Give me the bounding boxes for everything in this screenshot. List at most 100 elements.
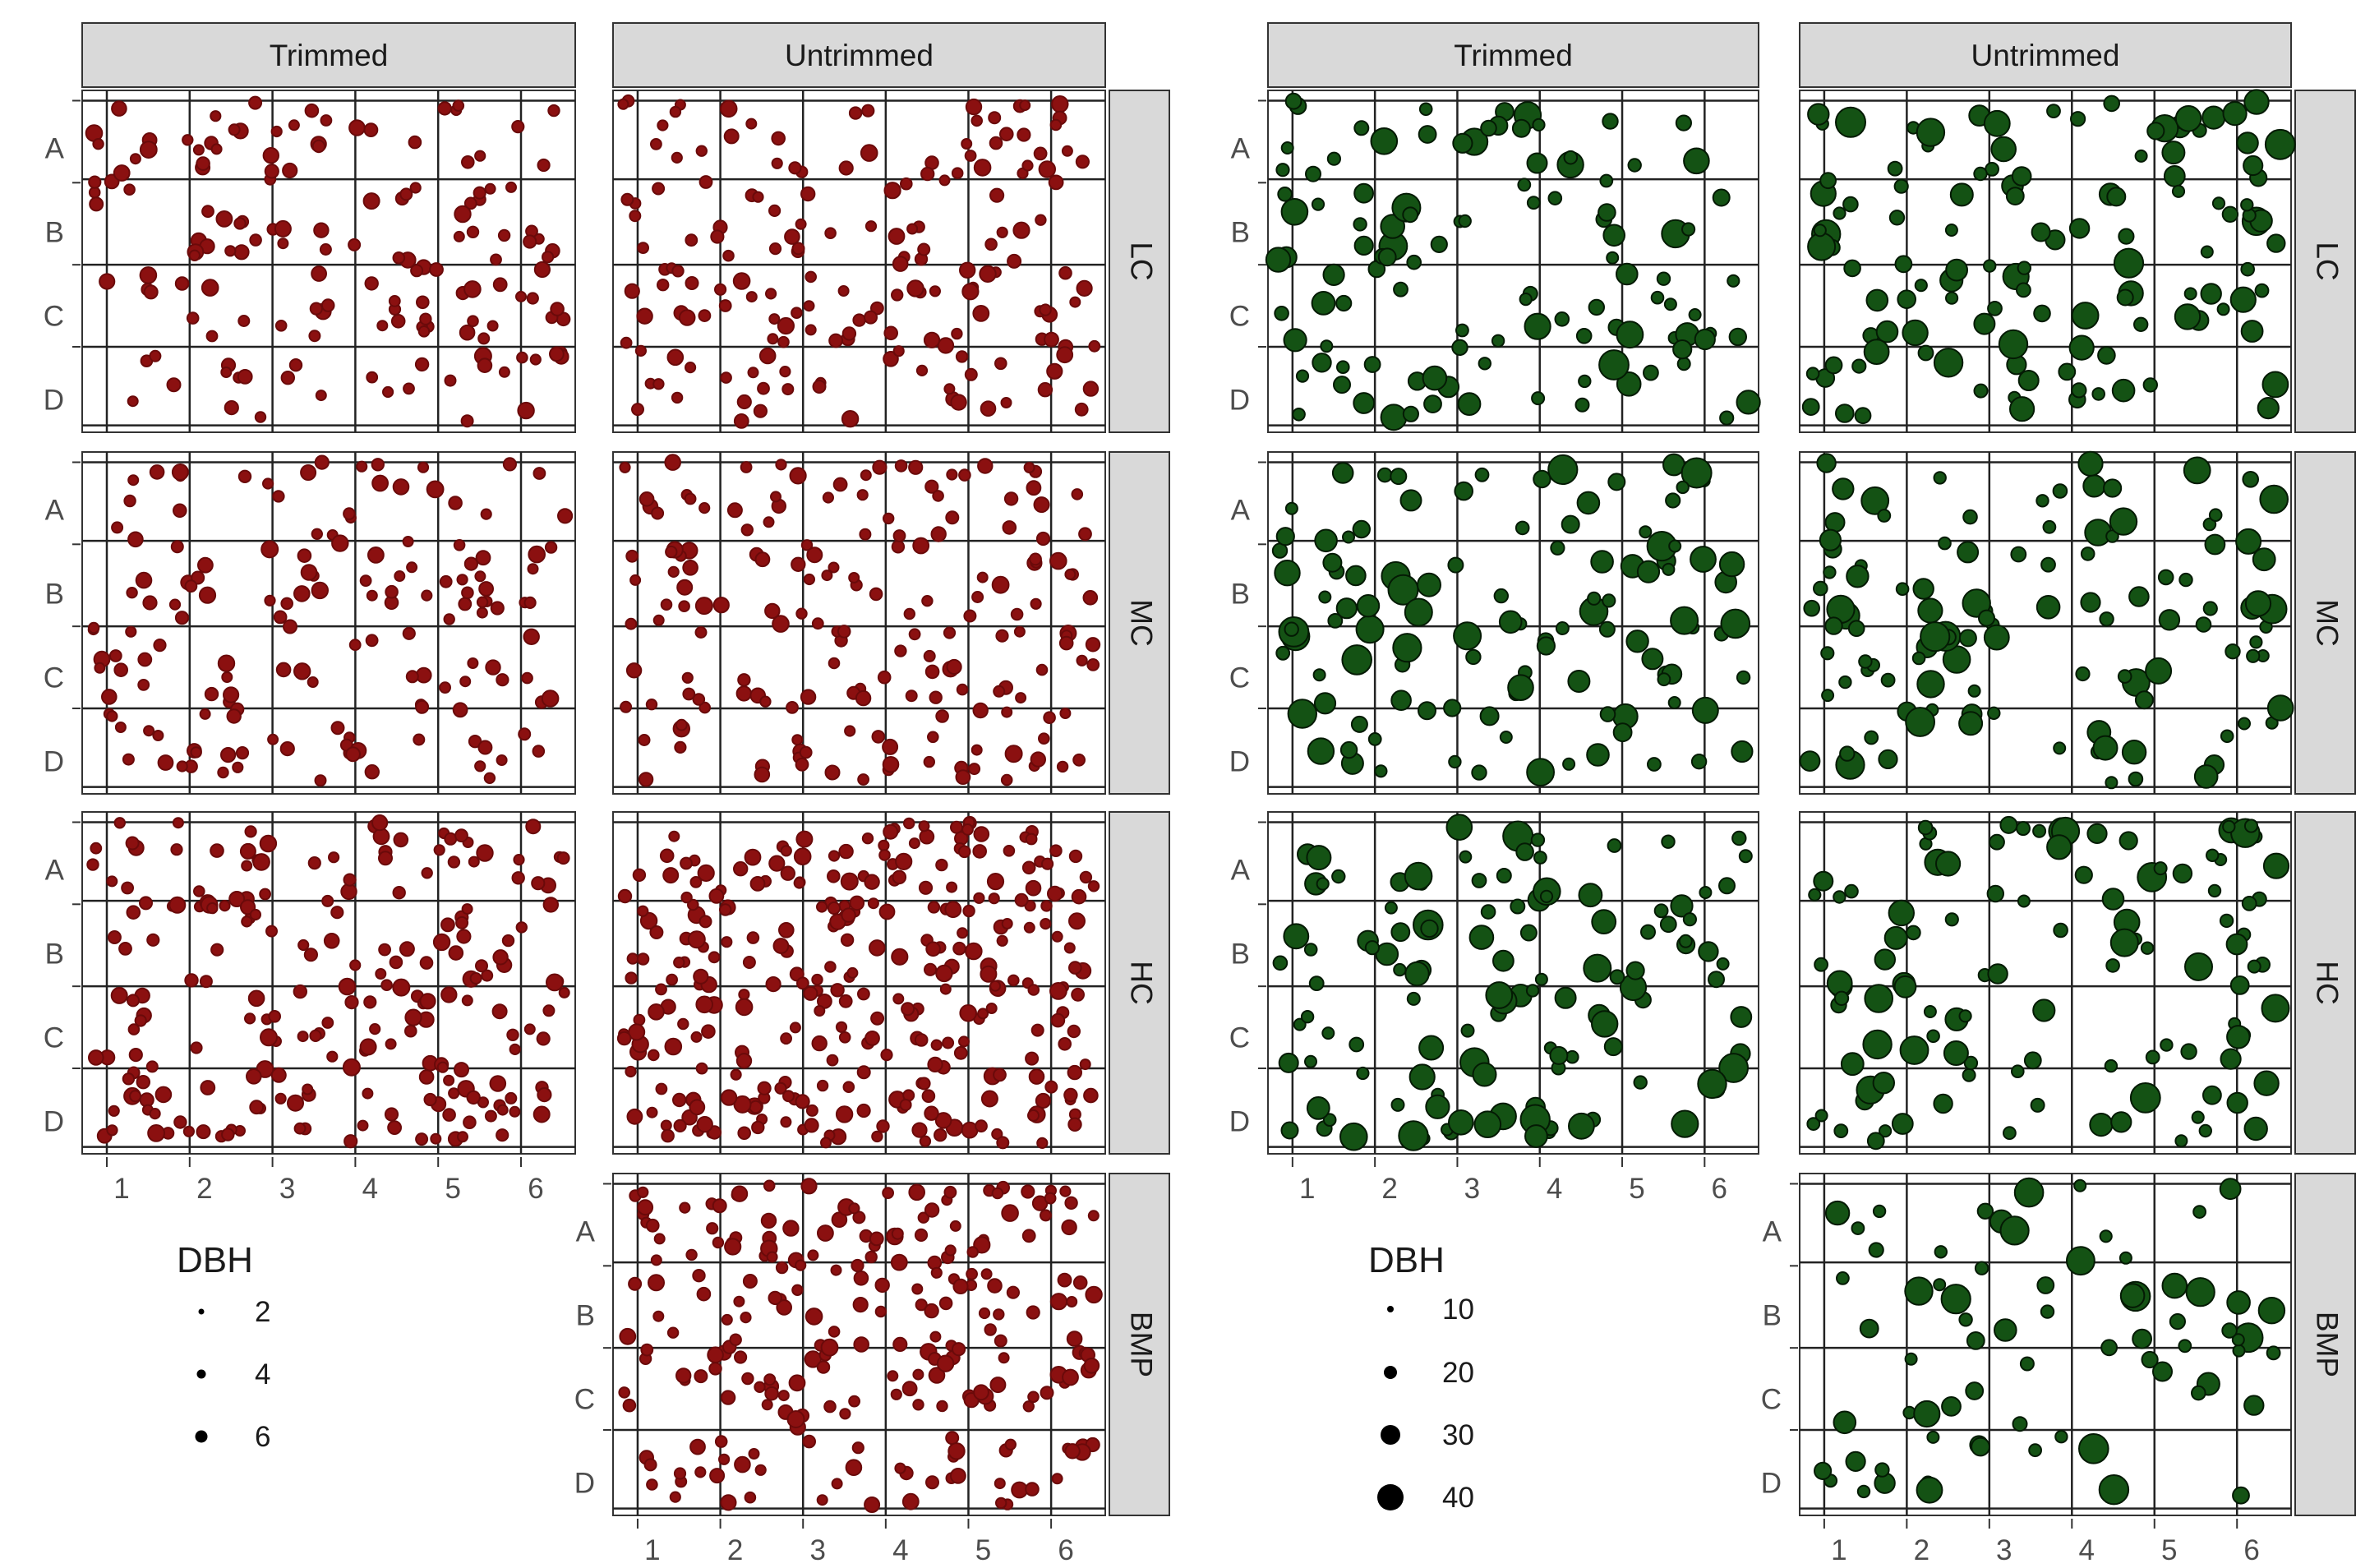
data-point <box>106 710 118 722</box>
data-point <box>1616 321 1644 349</box>
data-point <box>1832 477 1855 500</box>
data-point <box>1616 371 1642 397</box>
data-point <box>390 314 406 329</box>
data-point <box>927 901 941 914</box>
data-point <box>929 1330 942 1343</box>
data-point <box>1399 489 1422 512</box>
data-point <box>835 1105 854 1123</box>
data-point <box>265 925 278 938</box>
data-point <box>791 1284 804 1297</box>
data-point <box>973 892 985 904</box>
data-point <box>961 823 974 836</box>
data-point <box>1398 1120 1429 1151</box>
data-point <box>2180 1043 2197 1060</box>
data-point <box>1374 764 1388 778</box>
data-point <box>270 125 283 138</box>
data-point <box>1670 606 1699 635</box>
data-point <box>816 901 828 913</box>
data-point <box>224 400 239 416</box>
data-point <box>1043 711 1056 725</box>
data-point <box>1591 909 1617 934</box>
data-point <box>1350 715 1368 733</box>
data-point <box>2208 508 2223 523</box>
data-point <box>1716 957 1730 971</box>
data-point <box>1568 1112 1595 1140</box>
data-point <box>930 1039 943 1051</box>
data-point <box>1393 281 1408 297</box>
data-point <box>770 491 781 503</box>
data-point <box>511 871 525 885</box>
x-tick-label: 1 <box>1299 1173 1315 1205</box>
data-point <box>1926 1430 1940 1444</box>
data-point <box>763 516 775 528</box>
col-strip-1-1 <box>1799 22 2292 88</box>
data-point <box>403 382 415 395</box>
data-point <box>2266 1345 2281 1361</box>
data-point <box>2169 1313 2186 1330</box>
data-point <box>971 744 983 756</box>
data-point <box>549 346 565 362</box>
data-point <box>1063 1087 1078 1103</box>
data-point <box>980 400 997 417</box>
data-point <box>2226 1290 2251 1315</box>
data-point <box>2219 1178 2242 1201</box>
data-point <box>675 718 688 731</box>
data-point <box>416 295 430 310</box>
data-point <box>816 1494 828 1506</box>
y-tick-label: D <box>44 1105 64 1137</box>
data-point <box>1370 127 1399 155</box>
data-point <box>721 936 733 948</box>
data-point <box>385 584 399 599</box>
data-point <box>1833 206 1846 220</box>
data-point <box>2073 1178 2087 1192</box>
data-point <box>1071 888 1087 905</box>
data-point <box>459 324 476 341</box>
data-point <box>201 279 219 297</box>
data-point <box>839 1408 851 1420</box>
data-point <box>1590 550 1614 574</box>
data-point <box>2032 998 2056 1022</box>
data-point <box>1602 113 1619 130</box>
data-point <box>733 413 749 429</box>
data-point <box>1027 984 1040 996</box>
data-point <box>1390 1097 1405 1112</box>
y-tick-label: C <box>1229 301 1250 333</box>
data-point <box>1588 298 1606 316</box>
data-point <box>1814 1461 1833 1481</box>
data-point <box>88 186 101 199</box>
data-point <box>452 99 465 112</box>
data-point <box>111 521 124 534</box>
data-point <box>1962 509 1978 525</box>
data-point <box>694 626 708 639</box>
data-point <box>1404 861 1433 891</box>
data-point <box>1068 961 1082 975</box>
data-point <box>680 856 693 870</box>
data-point <box>1356 594 1381 618</box>
data-point <box>233 244 250 261</box>
data-point <box>720 1390 736 1405</box>
data-point <box>1049 118 1063 131</box>
data-point <box>853 1271 869 1286</box>
data-point <box>88 1049 104 1066</box>
data-point <box>264 164 279 179</box>
data-point <box>199 975 213 989</box>
data-point <box>657 279 670 292</box>
data-point <box>1690 546 1717 573</box>
data-point <box>951 327 963 340</box>
data-point <box>1944 224 1958 237</box>
data-point <box>828 561 840 574</box>
x-tick-label: 2 <box>196 1173 212 1205</box>
data-point <box>371 814 389 832</box>
data-point <box>2071 382 2087 399</box>
data-point <box>852 1297 869 1313</box>
data-point <box>892 256 909 272</box>
data-point <box>1336 360 1350 375</box>
data-point <box>1076 654 1088 666</box>
panel-bg <box>612 90 1106 433</box>
data-point <box>2200 245 2214 259</box>
data-point <box>795 218 807 230</box>
data-point <box>1878 749 1898 770</box>
data-point <box>1049 551 1067 570</box>
data-point <box>1010 607 1024 621</box>
data-point <box>293 1122 307 1135</box>
